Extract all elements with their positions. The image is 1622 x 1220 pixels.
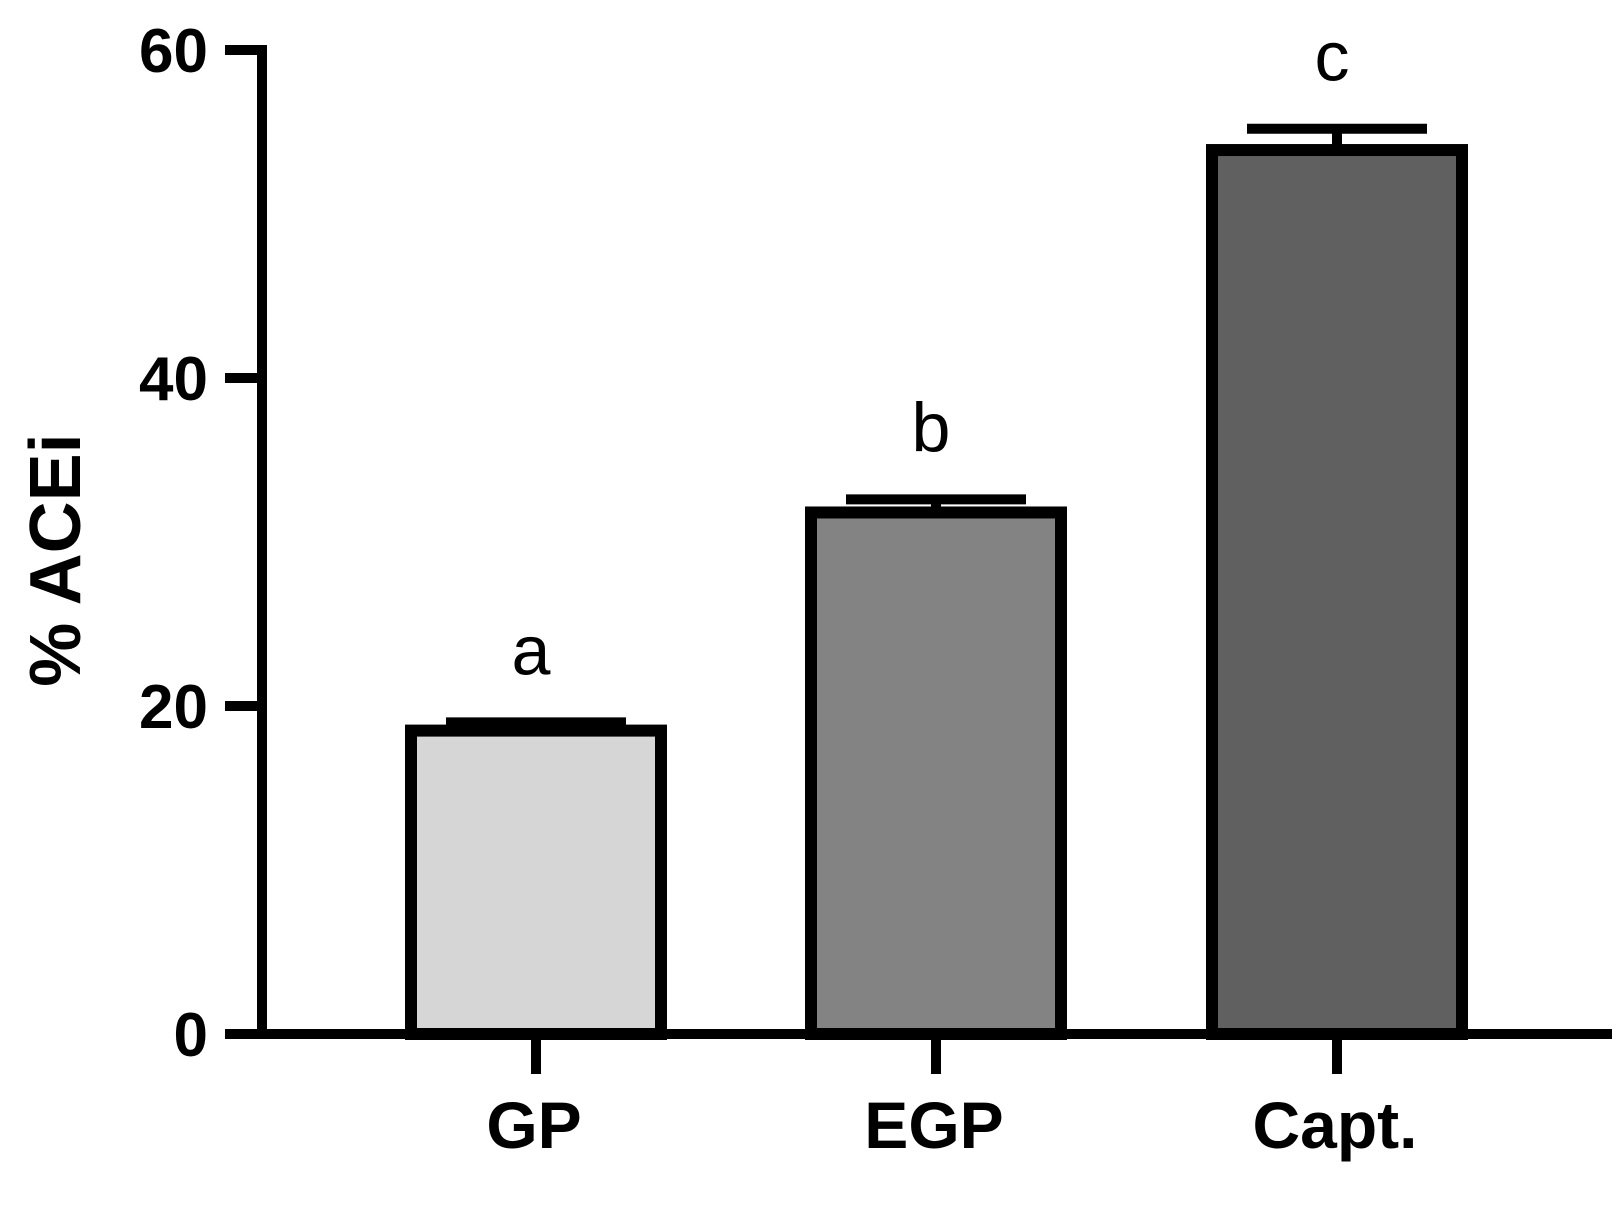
- significance-label-gp: a: [512, 611, 551, 689]
- plot-area: a GP b EGP c Capt. 0 20 40 60: [139, 17, 1612, 1162]
- x-tick-label-egp: EGP: [864, 1088, 1003, 1162]
- x-tick-label-capt: Capt.: [1253, 1088, 1418, 1162]
- y-axis-title: % ACEi: [16, 433, 96, 686]
- bar-gp: [405, 724, 667, 1040]
- y-tick-label-20: 20: [139, 673, 208, 742]
- y-tick-label-0: 0: [174, 1001, 208, 1070]
- bar-capt: [1206, 144, 1468, 1041]
- y-tick-label-40: 40: [139, 345, 208, 414]
- significance-label-egp: b: [912, 388, 951, 466]
- x-tick-label-gp: GP: [486, 1088, 581, 1162]
- bar-egp: [805, 506, 1067, 1040]
- significance-label-capt: c: [1315, 18, 1350, 96]
- y-tick-label-60: 60: [139, 17, 208, 86]
